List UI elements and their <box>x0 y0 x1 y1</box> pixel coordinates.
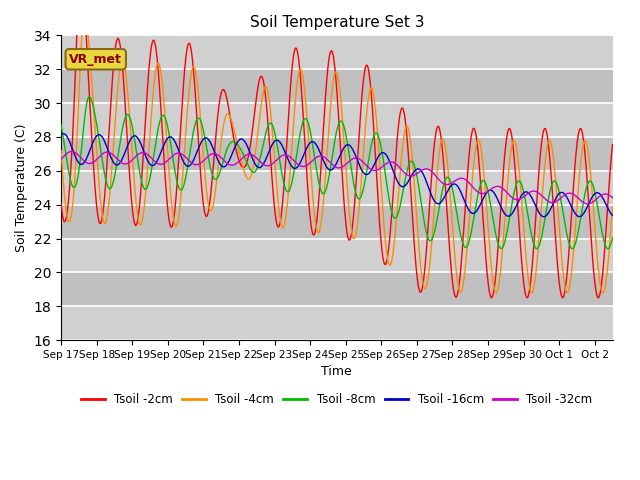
Bar <box>61 239 612 272</box>
Bar <box>61 137 612 171</box>
Title: Soil Temperature Set 3: Soil Temperature Set 3 <box>250 15 424 30</box>
Y-axis label: Soil Temperature (C): Soil Temperature (C) <box>15 123 28 252</box>
Bar <box>61 36 612 69</box>
X-axis label: Time: Time <box>321 365 352 378</box>
Bar <box>61 103 612 137</box>
Bar <box>61 306 612 340</box>
Bar <box>61 204 612 239</box>
Bar <box>61 69 612 103</box>
Bar <box>61 272 612 306</box>
Legend: Tsoil -2cm, Tsoil -4cm, Tsoil -8cm, Tsoil -16cm, Tsoil -32cm: Tsoil -2cm, Tsoil -4cm, Tsoil -8cm, Tsoi… <box>76 388 597 410</box>
Text: VR_met: VR_met <box>69 53 122 66</box>
Bar <box>61 171 612 204</box>
